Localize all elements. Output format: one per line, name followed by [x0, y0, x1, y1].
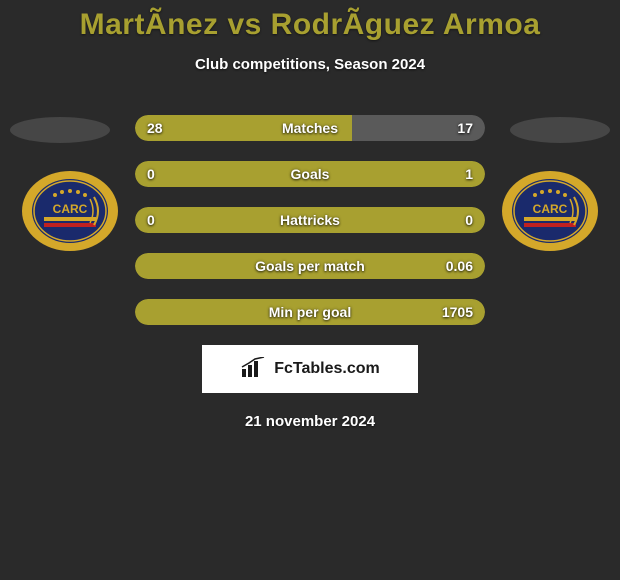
stat-label: Goals — [135, 166, 485, 182]
stat-value-right: 17 — [457, 120, 473, 136]
player-left-slot — [10, 117, 110, 143]
stat-label: Hattricks — [135, 212, 485, 228]
date-text: 21 november 2024 — [0, 413, 620, 430]
player-right-slot — [510, 117, 610, 143]
stat-value-right: 1705 — [442, 304, 473, 320]
stat-value-right: 0 — [465, 212, 473, 228]
stats-area: CARC CARC 2 — [0, 115, 620, 430]
stat-bars: 28Matches170Goals10Hattricks0Goals per m… — [135, 115, 485, 325]
stat-label: Goals per match — [135, 258, 485, 274]
chart-icon — [240, 357, 268, 382]
stat-bar: Goals per match0.06 — [135, 253, 485, 279]
stat-bar: Min per goal1705 — [135, 299, 485, 325]
stat-bar: 0Goals1 — [135, 161, 485, 187]
stat-label: Min per goal — [135, 304, 485, 320]
stat-value-right: 1 — [465, 166, 473, 182]
stat-value-right: 0.06 — [446, 258, 473, 274]
club-badge-left: CARC — [20, 169, 120, 253]
stat-label: Matches — [135, 120, 485, 136]
stat-bar: 28Matches17 — [135, 115, 485, 141]
subtitle: Club competitions, Season 2024 — [0, 56, 620, 73]
club-badge-right: CARC — [500, 169, 600, 253]
stat-bar: 0Hattricks0 — [135, 207, 485, 233]
svg-text:CARC: CARC — [533, 202, 568, 216]
footer-brand-text: FcTables.com — [274, 360, 380, 378]
page-title: MartÃnez vs RodrÃ­guez Armoa — [0, 8, 620, 42]
footer-brand-badge: FcTables.com — [202, 345, 418, 393]
svg-text:CARC: CARC — [53, 202, 88, 216]
